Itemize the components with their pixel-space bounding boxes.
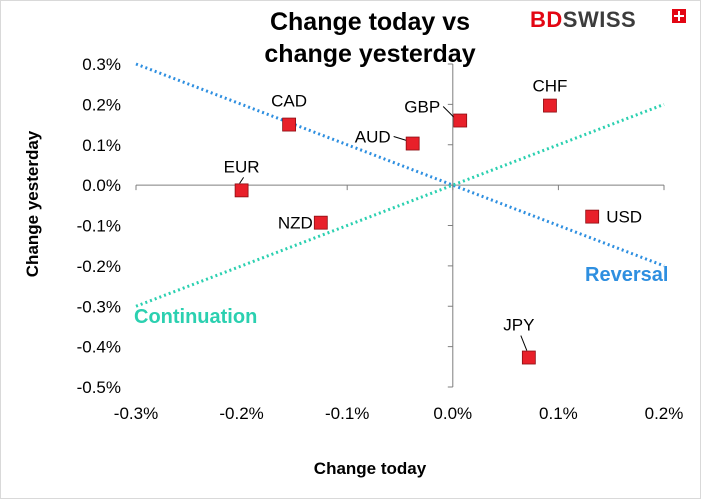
axes (135, 63, 665, 388)
y-tick-label: -0.5% (77, 378, 121, 397)
point-chf[interactable] (543, 98, 557, 113)
x-tick-label: -0.3% (114, 404, 158, 423)
x-tick-label: 0.1% (539, 404, 578, 423)
leader-line-gbp (442, 106, 455, 118)
point-nzd[interactable] (313, 215, 328, 230)
swiss-cross-icon (672, 9, 686, 23)
chart-title-line-2: change yesterday (264, 40, 476, 68)
y-tick-label: -0.3% (77, 297, 121, 316)
y-axis-title: Change yesterday (23, 130, 42, 277)
point-aud[interactable] (405, 136, 420, 151)
point-label-usd: USD (606, 208, 642, 227)
y-tick-label: 0.2% (82, 95, 121, 114)
y-tick-label: -0.4% (77, 338, 121, 357)
x-tick-label: 0.0% (433, 404, 472, 423)
chart-title: Change today vs change yesterday (200, 6, 540, 70)
leader-line-eur (239, 177, 245, 184)
y-tick-label: 0.1% (82, 136, 121, 155)
bdswiss-logo: BDSWISS (530, 6, 692, 34)
x-tick-label: -0.2% (219, 404, 263, 423)
point-label-eur: EUR (224, 157, 260, 176)
data-points (234, 98, 600, 365)
logo-wordmark: BDSWISS (530, 6, 636, 34)
point-eur[interactable] (234, 183, 249, 198)
labels: -0.3% -0.2% -0.1% 0.0% 0.1% 0.2% 0.3% 0.2% 0.1% 0… (23, 55, 683, 478)
reference-line-continuation (135, 102, 665, 308)
point-gbp[interactable] (453, 113, 468, 128)
point-label-cad: CAD (271, 92, 307, 111)
x-tick-label: 0.2% (645, 404, 684, 423)
y-tick-label: -0.2% (77, 257, 121, 276)
chart-title-line-1: Change today vs (269, 8, 471, 36)
point-label-jpy: JPY (503, 316, 534, 335)
y-tick-label: -0.1% (77, 217, 121, 236)
y-tick-label: 0.3% (82, 55, 121, 74)
annotation-reversal: Reversal (585, 264, 668, 286)
leader-lines (239, 106, 528, 351)
point-label-gbp: GBP (404, 98, 440, 117)
leader-line-aud (393, 136, 407, 142)
x-axis-title: Change today (314, 459, 427, 478)
logo-text-bd: BD (530, 7, 563, 32)
point-label-aud: AUD (355, 128, 391, 147)
leader-line-jpy (520, 335, 528, 351)
logo-text-swiss: SWISS (562, 7, 637, 32)
reference-lines (135, 62, 665, 308)
reference-line-reversal (135, 62, 665, 268)
point-cad[interactable] (282, 117, 297, 132)
point-jpy[interactable] (521, 350, 536, 365)
y-tick-label: 0.0% (82, 176, 121, 195)
point-label-chf: CHF (532, 77, 567, 96)
x-tick-label: -0.1% (325, 404, 369, 423)
annotation-continuation: Continuation (134, 306, 257, 328)
point-usd[interactable] (585, 209, 600, 224)
point-label-nzd: NZD (278, 214, 313, 233)
